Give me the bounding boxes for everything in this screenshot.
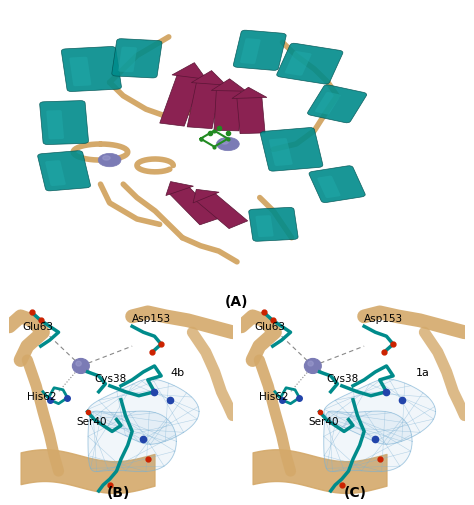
Polygon shape	[324, 379, 436, 444]
Text: His62: His62	[27, 392, 57, 401]
Circle shape	[308, 361, 313, 366]
Polygon shape	[172, 63, 206, 79]
FancyBboxPatch shape	[196, 193, 248, 229]
Text: Cys38: Cys38	[94, 374, 127, 384]
Polygon shape	[166, 182, 193, 195]
FancyBboxPatch shape	[61, 46, 121, 91]
FancyBboxPatch shape	[112, 39, 162, 78]
Circle shape	[217, 137, 239, 150]
FancyBboxPatch shape	[309, 166, 365, 203]
FancyBboxPatch shape	[45, 160, 66, 186]
FancyBboxPatch shape	[187, 82, 221, 129]
Polygon shape	[191, 71, 226, 85]
FancyBboxPatch shape	[255, 215, 273, 237]
Text: Glu63: Glu63	[255, 322, 286, 332]
FancyBboxPatch shape	[260, 128, 323, 171]
FancyBboxPatch shape	[233, 30, 286, 70]
Circle shape	[304, 359, 321, 374]
Text: (B): (B)	[107, 486, 130, 500]
Circle shape	[73, 359, 89, 374]
Circle shape	[98, 154, 121, 167]
FancyBboxPatch shape	[160, 74, 202, 126]
Text: 1a: 1a	[415, 368, 429, 378]
FancyBboxPatch shape	[277, 43, 343, 84]
Polygon shape	[324, 411, 412, 472]
Text: Cys38: Cys38	[326, 374, 358, 384]
FancyBboxPatch shape	[118, 46, 137, 72]
Text: 4b: 4b	[170, 368, 184, 378]
Circle shape	[103, 156, 110, 160]
FancyBboxPatch shape	[249, 208, 298, 241]
Polygon shape	[232, 87, 267, 98]
Text: His62: His62	[259, 392, 289, 401]
FancyBboxPatch shape	[214, 89, 241, 131]
Text: Ser40: Ser40	[309, 418, 339, 427]
FancyBboxPatch shape	[69, 57, 91, 86]
Polygon shape	[88, 379, 199, 444]
FancyBboxPatch shape	[317, 176, 341, 198]
FancyBboxPatch shape	[240, 38, 261, 64]
FancyBboxPatch shape	[308, 85, 367, 123]
FancyBboxPatch shape	[315, 92, 341, 115]
Text: Ser40: Ser40	[76, 418, 107, 427]
Circle shape	[221, 140, 228, 144]
Polygon shape	[193, 189, 219, 203]
Text: (A): (A)	[225, 295, 249, 310]
Circle shape	[76, 361, 82, 366]
Polygon shape	[88, 411, 176, 472]
FancyBboxPatch shape	[46, 110, 64, 139]
FancyBboxPatch shape	[269, 138, 292, 166]
FancyBboxPatch shape	[40, 100, 89, 144]
Text: (C): (C)	[344, 486, 367, 500]
FancyBboxPatch shape	[237, 96, 265, 134]
Text: Glu63: Glu63	[23, 322, 54, 332]
FancyBboxPatch shape	[169, 186, 219, 225]
FancyBboxPatch shape	[37, 150, 91, 191]
Text: Asp153: Asp153	[364, 314, 403, 324]
Polygon shape	[211, 79, 246, 91]
FancyBboxPatch shape	[285, 51, 311, 76]
Text: Asp153: Asp153	[132, 314, 171, 324]
